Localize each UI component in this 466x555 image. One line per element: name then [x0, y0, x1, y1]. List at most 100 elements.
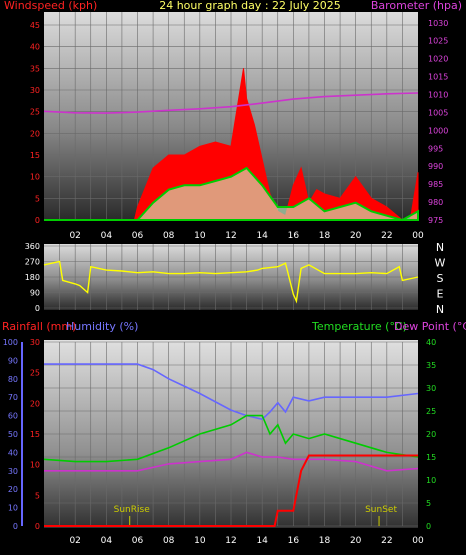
wind-axis-title: Windspeed (kph) — [4, 0, 97, 12]
wind-tick-label: 30 — [30, 86, 40, 95]
time-tick-label: 22 — [381, 231, 392, 241]
rain-axis-title: Rainfall (mm) — [2, 320, 76, 333]
temperature-tick-label: 35 — [426, 361, 436, 370]
chart-title: 24 hour graph day : 22 July 2025 — [159, 0, 341, 12]
humidity-axis-title: Humidity (%) — [66, 320, 138, 333]
time-tick-label: 20 — [350, 231, 362, 241]
barometer-series — [43, 92, 419, 114]
time-tick-label: 10 — [194, 231, 206, 241]
time-tick-label: 16 — [288, 536, 300, 546]
baro-tick-label: 995 — [428, 144, 443, 153]
direction-tick-label: 90 — [30, 289, 40, 298]
time-tick-label: 06 — [132, 231, 144, 241]
climate-panel-series: SunRise SunSet — [43, 363, 419, 527]
time-tick-label: 08 — [163, 231, 175, 241]
sunset-label: SunSet — [365, 505, 397, 515]
baro-tick-label: 1015 — [428, 73, 448, 82]
direction-tick-label: 0 — [35, 304, 40, 313]
direction-tick-label: 270 — [25, 258, 40, 267]
humidity-tick-label: 10 — [8, 504, 18, 513]
wind-tick-label: 35 — [30, 64, 40, 73]
time-tick-label: 12 — [225, 536, 236, 546]
wind-average-series — [44, 166, 419, 222]
temperature-tick-label: 0 — [426, 522, 431, 531]
rain-tick-label: 15 — [30, 430, 40, 439]
rain-tick-label: 10 — [30, 461, 40, 470]
humidity-tick-label: 20 — [8, 485, 18, 494]
temperature-tick-label: 10 — [426, 476, 436, 485]
time-tick-label: 18 — [319, 536, 331, 546]
temperature-tick-label: 25 — [426, 407, 436, 416]
humidity-tick-label: 80 — [8, 375, 18, 384]
compass-label: E — [437, 288, 444, 301]
baro-tick-label: 1005 — [428, 108, 448, 117]
time-tick-label: 06 — [132, 536, 144, 546]
direction-tick-label: 360 — [25, 242, 40, 251]
temperature-series — [43, 414, 419, 463]
humidity-tick-label: 60 — [8, 412, 18, 421]
wind-panel-series — [43, 68, 419, 222]
time-tick-label: 00 — [412, 536, 424, 546]
rain-tick-label: 20 — [30, 399, 40, 408]
wind-tick-label: 40 — [30, 43, 40, 52]
rain-tick-label: 5 — [35, 491, 40, 500]
wind-tick-label: 20 — [30, 129, 40, 138]
time-tick-label: 14 — [256, 536, 268, 546]
time-tick-label: 02 — [69, 231, 80, 241]
wind-tick-label: 15 — [30, 151, 40, 160]
humidity-tick-label: 50 — [8, 430, 18, 439]
time-tick-label: 12 — [225, 231, 236, 241]
rain-tick-label: 30 — [30, 338, 40, 347]
rain-tick-label: 0 — [35, 522, 40, 531]
time-tick-label: 04 — [101, 231, 113, 241]
wind-tick-label: 25 — [30, 108, 40, 117]
time-tick-label: 16 — [288, 231, 300, 241]
climate-panel-axes: 0 5 10 15 20 25 30 35 40 0 5 10 15 20 25 30 0 10 20 30 40 50 6… — [3, 338, 436, 546]
wind-tick-label: 45 — [30, 21, 40, 30]
sunrise-label: SunRise — [114, 505, 151, 515]
compass-label: N — [436, 303, 444, 316]
rainfall-series — [44, 454, 418, 527]
baro-tick-label: 1010 — [428, 90, 448, 99]
time-tick-label: 04 — [101, 536, 113, 546]
humidity-tick-label: 0 — [13, 522, 18, 531]
baro-tick-label: 980 — [428, 198, 443, 207]
humidity-series — [44, 363, 419, 421]
direction-tick-label: 180 — [25, 273, 40, 282]
time-tick-label: 08 — [163, 536, 175, 546]
rain-tick-label: 25 — [30, 369, 40, 378]
temperature-tick-label: 5 — [426, 499, 431, 508]
direction-panel-grid — [44, 244, 418, 310]
wind-tick-label: 5 — [35, 194, 40, 203]
temperature-tick-label: 15 — [426, 453, 436, 462]
time-tick-label: 22 — [381, 536, 392, 546]
time-tick-label: 00 — [412, 231, 424, 241]
temperature-axis-title: Temperature (°C) — [311, 320, 407, 333]
baro-tick-label: 1000 — [428, 126, 448, 135]
time-tick-label: 02 — [69, 536, 80, 546]
temperature-tick-label: 40 — [426, 338, 436, 347]
wind-tick-label: 0 — [35, 216, 40, 225]
baro-tick-label: 985 — [428, 180, 443, 189]
time-tick-label: 18 — [319, 231, 331, 241]
wind-tick-label: 10 — [30, 173, 40, 182]
compass-label: N — [436, 241, 444, 254]
humidity-tick-label: 90 — [8, 356, 18, 365]
temperature-tick-label: 30 — [426, 384, 436, 393]
baro-tick-label: 1025 — [428, 37, 448, 46]
climate-panel-grid — [44, 341, 418, 527]
temperature-tick-label: 20 — [426, 430, 436, 439]
humidity-tick-label: 100 — [3, 338, 18, 347]
humidity-tick-label: 40 — [8, 448, 18, 457]
compass-label: W — [435, 257, 446, 270]
wind-panel-axes: 0510152025303540459759809859909951000100… — [30, 19, 449, 241]
time-tick-label: 20 — [350, 536, 362, 546]
time-tick-label: 10 — [194, 536, 206, 546]
baro-tick-label: 990 — [428, 162, 443, 171]
wind-direction-series — [43, 260, 419, 304]
dew-axis-title: Dew Point (°C) — [394, 320, 466, 333]
baro-tick-label: 975 — [428, 216, 443, 225]
humidity-tick-label: 30 — [8, 467, 18, 476]
